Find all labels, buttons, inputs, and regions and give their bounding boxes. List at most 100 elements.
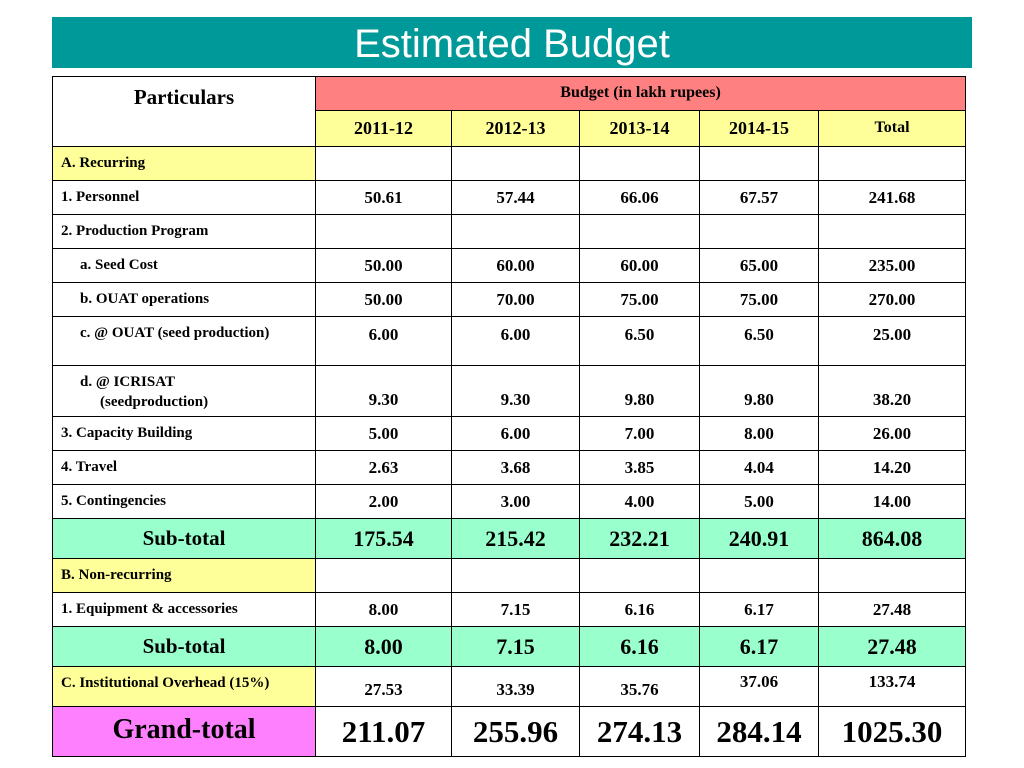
table-cell: 2.63: [315, 450, 452, 485]
header-year: 2013-14: [579, 110, 700, 147]
table-cell: 9.30: [451, 365, 580, 417]
table-cell: 133.74: [817, 666, 967, 707]
row-label: a. Seed Cost: [52, 248, 316, 283]
table-cell: 50.00: [315, 248, 452, 283]
table-cell: 274.13: [579, 706, 700, 757]
table-cell: 27.48: [817, 592, 967, 627]
table-cell: 9.80: [579, 365, 700, 417]
table-cell: 3.68: [451, 450, 580, 485]
table-row: c. @ OUAT (seed production) 6.00 6.00 6.…: [52, 316, 967, 366]
table-cell: 864.08: [817, 518, 967, 559]
table-cell: 26.00: [817, 416, 967, 451]
table-cell: 5.00: [699, 484, 819, 519]
table-cell: 75.00: [699, 282, 819, 317]
table-cell: 6.50: [699, 316, 819, 366]
table-cell: 6.16: [579, 592, 700, 627]
grand-total-label: Grand-total: [52, 706, 316, 757]
table-cell: 232.21: [579, 518, 700, 559]
table-cell: 8.00: [699, 416, 819, 451]
table-cell: 255.96: [451, 706, 580, 757]
table-row: 4. Travel 2.63 3.68 3.85 4.04 14.20: [52, 450, 967, 485]
table-cell: 50.00: [315, 282, 452, 317]
table-row: A. Recurring: [52, 146, 967, 181]
table-row: a. Seed Cost 50.00 60.00 60.00 65.00 235…: [52, 248, 967, 283]
grand-total-row: Grand-total 211.07 255.96 274.13 284.14 …: [52, 706, 967, 757]
table-cell: 75.00: [579, 282, 700, 317]
table-cell: 33.39: [451, 666, 580, 707]
table-cell: 241.68: [817, 180, 967, 215]
table-cell: 8.00: [315, 626, 452, 667]
table-cell: 60.00: [579, 248, 700, 283]
subtotal-row: Sub-total 175.54 215.42 232.21 240.91 86…: [52, 518, 967, 559]
table-cell: 14.20: [817, 450, 967, 485]
table-row: 1. Personnel 50.61 57.44 66.06 67.57 241…: [52, 180, 967, 215]
row-label: 3. Capacity Building: [52, 416, 316, 451]
subtotal-label: Sub-total: [52, 518, 316, 559]
table-cell: 37.06: [699, 666, 819, 707]
table-cell: 27.53: [315, 666, 452, 707]
table-row: B. Non-recurring: [52, 558, 967, 593]
table-cell: 67.57: [699, 180, 819, 215]
row-label: 1. Equipment & accessories: [52, 592, 316, 627]
table-cell: 14.00: [817, 484, 967, 519]
table-cell: 6.17: [699, 626, 819, 667]
budget-table: Particulars Budget (in lakh rupees) 2011…: [52, 76, 967, 757]
overhead-label: C. Institutional Overhead (15%): [52, 666, 316, 707]
page-title: Estimated Budget: [52, 17, 972, 68]
row-label-line: d. @ ICRISAT: [80, 374, 175, 390]
table-cell: 175.54: [315, 518, 452, 559]
table-cell: 70.00: [451, 282, 580, 317]
table-cell: 3.85: [579, 450, 700, 485]
table-row: 1. Equipment & accessories 8.00 7.15 6.1…: [52, 592, 967, 627]
table-cell: 9.80: [699, 365, 819, 417]
table-cell: 35.76: [579, 666, 700, 707]
row-label: 5. Contingencies: [52, 484, 316, 519]
table-cell: 7.00: [579, 416, 700, 451]
table-cell: 6.00: [451, 316, 580, 366]
header-year: 2014-15: [699, 110, 819, 147]
table-row: 2. Production Program: [52, 214, 967, 249]
table-cell: 25.00: [817, 316, 967, 366]
table-cell: 5.00: [315, 416, 452, 451]
table-row: b. OUAT operations 50.00 70.00 75.00 75.…: [52, 282, 967, 317]
subtotal-row: Sub-total 8.00 7.15 6.16 6.17 27.48: [52, 626, 967, 667]
table-row: 5. Contingencies 2.00 3.00 4.00 5.00 14.…: [52, 484, 967, 519]
header-year: 2011-12: [315, 110, 452, 147]
table-cell: 6.16: [579, 626, 700, 667]
header-particulars: Particulars: [52, 76, 316, 147]
table-cell: 211.07: [315, 706, 452, 757]
table-cell: 1025.30: [817, 706, 967, 757]
table-cell: 284.14: [699, 706, 819, 757]
table-cell: 2.00: [315, 484, 452, 519]
table-cell: 4.00: [579, 484, 700, 519]
row-label: b. OUAT operations: [52, 282, 316, 317]
section-label: A. Recurring: [52, 146, 316, 181]
table-cell: 235.00: [817, 248, 967, 283]
table-cell: 7.15: [451, 592, 580, 627]
row-label-line: (seedproduction): [100, 394, 209, 410]
row-label: c. @ OUAT (seed production): [52, 316, 316, 366]
table-cell: 66.06: [579, 180, 700, 215]
table-cell: 6.17: [699, 592, 819, 627]
table-row: C. Institutional Overhead (15%) 27.53 33…: [52, 666, 967, 707]
header-total: Total: [817, 110, 967, 147]
table-cell: 27.48: [817, 626, 967, 667]
table-cell: 7.15: [451, 626, 580, 667]
table-row: 3. Capacity Building 5.00 6.00 7.00 8.00…: [52, 416, 967, 451]
subtotal-label: Sub-total: [52, 626, 316, 667]
table-cell: 50.61: [315, 180, 452, 215]
section-label: B. Non-recurring: [52, 558, 316, 593]
table-cell: 270.00: [817, 282, 967, 317]
table-cell: 240.91: [699, 518, 819, 559]
table-cell: 4.04: [699, 450, 819, 485]
table-cell: 8.00: [315, 592, 452, 627]
header-year: 2012-13: [451, 110, 580, 147]
table-cell: 6.50: [579, 316, 700, 366]
table-cell: 6.00: [451, 416, 580, 451]
row-label: 1. Personnel: [52, 180, 316, 215]
table-cell: 38.20: [817, 365, 967, 417]
row-label: 2. Production Program: [52, 214, 316, 249]
table-cell: 65.00: [699, 248, 819, 283]
row-label: d. @ ICRISAT (seedproduction): [52, 365, 316, 417]
table-cell: 57.44: [451, 180, 580, 215]
